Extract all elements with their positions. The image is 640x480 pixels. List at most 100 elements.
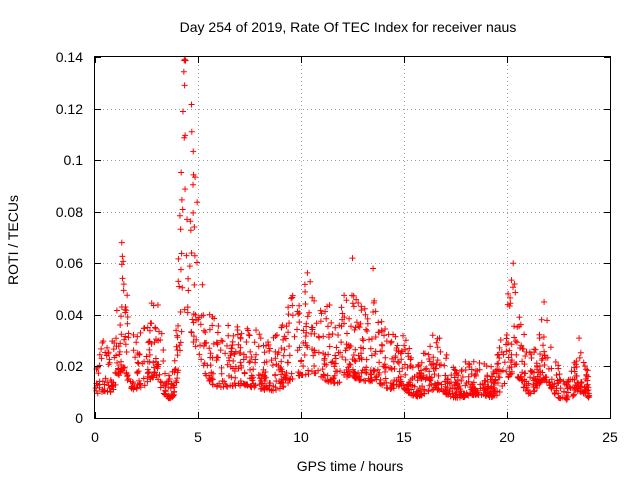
- data-point: [389, 355, 396, 362]
- data-point: [431, 371, 438, 378]
- data-point: [161, 390, 168, 397]
- data-point: [174, 375, 181, 382]
- data-point: [349, 300, 356, 307]
- data-point: [94, 382, 101, 389]
- data-point: [420, 350, 427, 357]
- data-point: [177, 339, 184, 346]
- data-point: [230, 357, 237, 364]
- data-point: [106, 385, 113, 392]
- data-point: [346, 368, 353, 375]
- data-point: [180, 68, 187, 75]
- data-point: [417, 392, 424, 399]
- data-point: [225, 354, 232, 361]
- data-point: [178, 328, 185, 335]
- data-point: [391, 377, 398, 384]
- data-point: [289, 312, 296, 319]
- data-point: [395, 359, 402, 366]
- data-point: [426, 382, 433, 389]
- data-point: [513, 351, 520, 358]
- data-point: [433, 339, 440, 346]
- data-point: [316, 334, 323, 341]
- data-point: [473, 372, 480, 379]
- data-point: [164, 393, 171, 400]
- data-point: [505, 290, 512, 297]
- data-point: [430, 360, 437, 367]
- data-point: [328, 359, 335, 366]
- data-point: [134, 359, 141, 366]
- data-point: [150, 359, 157, 366]
- data-point: [257, 335, 264, 342]
- data-point: [334, 368, 341, 375]
- data-point: [418, 359, 425, 366]
- data-point: [353, 296, 360, 303]
- x-tick-label: 10: [293, 429, 309, 445]
- data-point: [435, 385, 442, 392]
- data-point: [515, 373, 522, 380]
- data-point: [482, 392, 489, 399]
- data-point: [280, 383, 287, 390]
- data-point: [519, 345, 526, 352]
- data-point: [358, 307, 365, 314]
- data-point: [442, 372, 449, 379]
- data-point: [283, 369, 290, 376]
- data-point: [272, 333, 279, 340]
- data-point: [302, 339, 309, 346]
- data-point: [295, 311, 302, 318]
- data-point: [243, 339, 250, 346]
- data-point: [437, 348, 444, 355]
- data-point: [361, 377, 368, 384]
- data-point: [426, 368, 433, 375]
- data-point: [508, 357, 515, 364]
- data-point: [432, 382, 439, 389]
- data-point: [173, 343, 180, 350]
- data-point: [538, 316, 545, 323]
- data-point: [457, 392, 464, 399]
- data-point: [240, 356, 247, 363]
- data-point: [123, 369, 130, 376]
- data-point: [417, 373, 424, 380]
- data-point: [228, 374, 235, 381]
- data-point: [367, 377, 374, 384]
- data-point: [514, 339, 521, 346]
- data-point: [351, 326, 358, 333]
- data-point: [567, 385, 574, 392]
- data-point: [144, 324, 151, 331]
- data-point: [156, 371, 163, 378]
- data-point: [218, 370, 225, 377]
- data-point: [434, 357, 441, 364]
- data-point: [537, 368, 544, 375]
- data-point: [401, 385, 408, 392]
- data-point: [210, 370, 217, 377]
- data-point: [115, 343, 122, 350]
- data-point: [330, 374, 337, 381]
- data-point: [128, 384, 135, 391]
- data-point: [201, 327, 208, 334]
- data-point: [229, 365, 236, 372]
- data-point: [376, 329, 383, 336]
- data-point: [285, 329, 292, 336]
- data-point: [118, 313, 125, 320]
- data-point: [272, 384, 279, 391]
- data-point: [390, 385, 397, 392]
- data-point: [503, 348, 510, 355]
- data-point: [104, 388, 111, 395]
- data-point: [332, 352, 339, 359]
- data-point: [375, 319, 382, 326]
- data-point: [134, 333, 141, 340]
- data-point: [191, 224, 198, 231]
- data-point: [222, 350, 229, 357]
- data-point: [364, 327, 371, 334]
- data-point: [341, 314, 348, 321]
- data-point: [336, 322, 343, 329]
- data-point: [462, 366, 469, 373]
- data-point: [302, 288, 309, 295]
- data-point: [193, 336, 200, 343]
- data-point: [427, 376, 434, 383]
- data-point: [541, 352, 548, 359]
- data-point: [447, 385, 454, 392]
- data-point: [512, 338, 519, 345]
- data-point: [496, 388, 503, 395]
- data-point: [580, 359, 587, 366]
- data-point: [199, 281, 206, 288]
- data-point: [179, 108, 186, 115]
